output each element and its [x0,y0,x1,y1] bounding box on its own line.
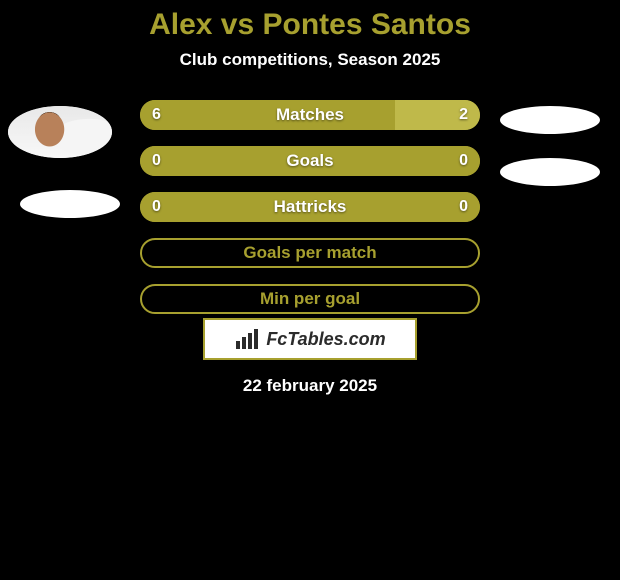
stat-row: 00Goals [140,146,480,176]
avatar-face-icon [8,106,112,158]
player-right-avatar-placeholder-1 [500,106,600,134]
stat-bars: 62Matches 00Goals 00Hattricks Goals per mat… [140,100,480,330]
stat-row-outline: Min per goal [140,284,480,314]
stat-row: 00Hattricks [140,192,480,222]
brand-text: FcTables.com [266,329,385,350]
player-left-avatar [8,106,112,158]
stat-row: 62Matches [140,100,480,130]
bar-label: Matches [140,100,480,130]
date-label: 22 february 2025 [0,376,620,396]
page-title: Alex vs Pontes Santos [0,0,620,42]
bar-label: Hattricks [140,192,480,222]
player-right-avatar-placeholder-2 [500,158,600,186]
subtitle: Club competitions, Season 2025 [0,50,620,70]
bar-label: Goals [140,146,480,176]
barchart-icon [234,329,260,349]
stat-row-outline: Goals per match [140,238,480,268]
player-left-avatar-placeholder [20,190,120,218]
